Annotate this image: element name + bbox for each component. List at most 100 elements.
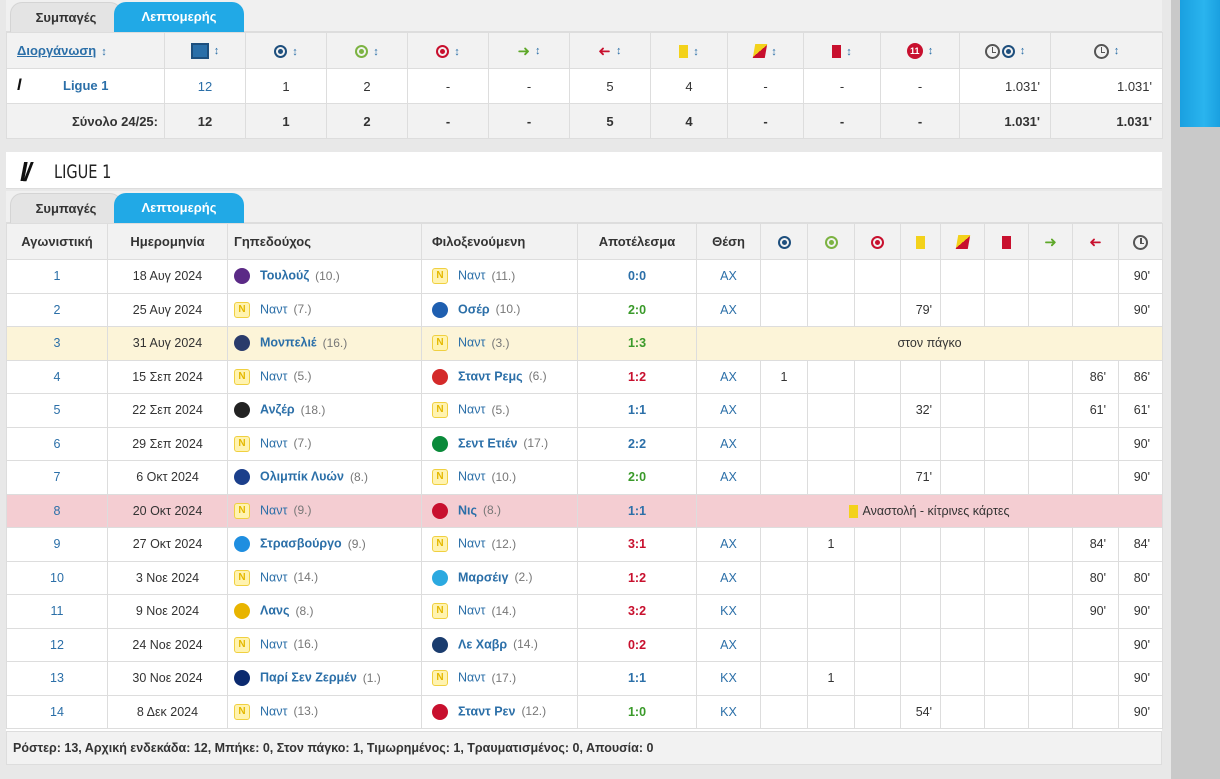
yellow-cards-header[interactable]: ↕ (650, 32, 728, 69)
competition-link[interactable]: Ligue 1 (63, 77, 109, 93)
appearances-value[interactable]: 12 (164, 68, 246, 104)
matchday-cell[interactable]: 4 (6, 359, 108, 394)
away-team-cell[interactable]: Οσέρ (10.) (421, 292, 578, 327)
match-result-link[interactable]: 1:3 (627, 336, 647, 351)
sort-icon[interactable]: ↕ (101, 46, 107, 58)
matchday-cell[interactable]: 7 (6, 460, 108, 495)
away-team-link[interactable]: Ναντ (458, 536, 486, 551)
away-team-link[interactable]: Ναντ (458, 603, 486, 618)
home-team-cell[interactable]: Στρασβούργο (9.) (227, 527, 422, 562)
home-team-cell[interactable]: Τουλούζ (10.) (227, 259, 422, 294)
home-team-cell[interactable]: N Ναντ (14.) (227, 560, 422, 595)
result-cell[interactable]: 2:0 (577, 460, 697, 495)
match-result-link[interactable]: 2:2 (627, 436, 647, 451)
red-cards-header[interactable]: ↕ (803, 32, 881, 69)
result-cell[interactable]: 2:2 (577, 426, 697, 461)
away-team-link[interactable]: Μαρσέιγ (458, 570, 509, 585)
match-result-link[interactable]: 1:1 (627, 403, 647, 418)
home-team-cell[interactable]: N Ναντ (7.) (227, 292, 422, 327)
match-result-link[interactable]: 0:2 (627, 637, 647, 652)
matchday-cell[interactable]: 11 (6, 594, 108, 629)
home-team-link[interactable]: Ανζέρ (260, 402, 295, 417)
home-team-link[interactable]: Ναντ (260, 436, 288, 451)
sort-icon[interactable]: ↕ (771, 45, 777, 58)
result-cell[interactable]: 3:1 (577, 527, 697, 562)
away-team-cell[interactable]: N Ναντ (14.) (421, 594, 578, 629)
result-cell[interactable]: 2:0 (577, 292, 697, 327)
matchday-cell[interactable]: 14 (6, 694, 108, 729)
home-team-cell[interactable]: Ολιμπίκ Λυών (8.) (227, 460, 422, 495)
away-team-link[interactable]: Σταντ Ρεν (458, 704, 516, 719)
match-result-link[interactable]: 3:2 (627, 604, 647, 619)
home-team-link[interactable]: Μονπελιέ (260, 335, 317, 350)
result-cell[interactable]: 0:0 (577, 259, 697, 294)
away-team-cell[interactable]: N Ναντ (11.) (421, 259, 578, 294)
away-team-link[interactable]: Νις (458, 503, 478, 518)
position-cell[interactable]: KX (696, 661, 761, 696)
match-result-link[interactable]: 1:2 (627, 369, 647, 384)
away-team-link[interactable]: Ναντ (458, 268, 486, 283)
sort-icon[interactable]: ↕ (693, 45, 699, 58)
home-team-cell[interactable]: N Ναντ (13.) (227, 694, 422, 729)
position-cell[interactable]: AX (696, 259, 761, 294)
home-team-link[interactable]: Ναντ (260, 503, 288, 518)
match-result-link[interactable]: 1:1 (627, 503, 647, 518)
away-team-cell[interactable]: N Ναντ (17.) (421, 661, 578, 696)
match-result-link[interactable]: 1:2 (627, 570, 647, 585)
sort-icon[interactable]: ↕ (373, 45, 379, 58)
result-cell[interactable]: 3:2 (577, 594, 697, 629)
result-cell[interactable]: 1:0 (577, 694, 697, 729)
position-cell[interactable]: AX (696, 460, 761, 495)
home-team-link[interactable]: Παρί Σεν Ζερμέν (260, 670, 357, 685)
matchday-cell[interactable]: 13 (6, 661, 108, 696)
home-team-cell[interactable]: Ανζέρ (18.) (227, 393, 422, 428)
away-team-link[interactable]: Σεντ Ετιέν (458, 436, 518, 451)
away-team-cell[interactable]: Σταντ Ρεν (12.) (421, 694, 578, 729)
position-cell[interactable]: KX (696, 594, 761, 629)
result-cell[interactable]: 0:2 (577, 627, 697, 662)
away-team-link[interactable]: Ναντ (458, 670, 486, 685)
match-result-link[interactable]: 1:0 (627, 704, 647, 719)
matchday-cell[interactable]: 12 (6, 627, 108, 662)
home-team-link[interactable]: Ναντ (260, 302, 288, 317)
home-team-cell[interactable]: N Ναντ (16.) (227, 627, 422, 662)
away-team-link[interactable]: Ναντ (458, 469, 486, 484)
tab-detailed[interactable]: Λεπτομερής (114, 2, 244, 32)
home-team-cell[interactable]: N Ναντ (7.) (227, 426, 422, 461)
sort-icon[interactable]: ↕ (846, 45, 852, 58)
sort-icon[interactable]: ↕ (616, 44, 622, 57)
tab-compact[interactable]: Συμπαγές (10, 193, 122, 223)
home-team-link[interactable]: Ολιμπίκ Λυών (260, 469, 344, 484)
subbed-on-header[interactable]: ➜ ↕ (488, 32, 570, 69)
away-team-link[interactable]: Σταντ Ρεμς (458, 369, 523, 384)
matchday-cell[interactable]: 10 (6, 560, 108, 595)
away-team-cell[interactable]: N Ναντ (10.) (421, 460, 578, 495)
match-result-link[interactable]: 2:0 (627, 470, 647, 485)
scrollbar-track[interactable] (1171, 0, 1220, 779)
sort-icon[interactable]: ↕ (927, 45, 934, 58)
home-team-cell[interactable]: Λανς (8.) (227, 594, 422, 629)
subbed-off-header[interactable]: ➜ ↕ (569, 32, 651, 69)
goals-header[interactable]: ↕ (245, 32, 327, 69)
away-team-cell[interactable]: N Ναντ (5.) (421, 393, 578, 428)
home-team-cell[interactable]: N Ναντ (5.) (227, 359, 422, 394)
home-team-link[interactable]: Ναντ (260, 637, 288, 652)
scrollbar-thumb[interactable] (1180, 0, 1220, 127)
away-team-link[interactable]: Οσέρ (458, 302, 490, 317)
position-cell[interactable]: AX (696, 527, 761, 562)
result-cell[interactable]: 1:2 (577, 560, 697, 595)
position-cell[interactable]: AX (696, 393, 761, 428)
home-team-cell[interactable]: N Ναντ (9.) (227, 493, 422, 528)
matchday-cell[interactable]: 8 (6, 493, 108, 528)
matchday-cell[interactable]: 5 (6, 393, 108, 428)
away-team-cell[interactable]: Νις (8.) (421, 493, 578, 528)
home-team-link[interactable]: Λανς (260, 603, 290, 618)
home-team-link[interactable]: Ναντ (260, 704, 288, 719)
competition-header[interactable]: Διοργάνωση ↕ (6, 32, 165, 69)
matchday-cell[interactable]: 1 (6, 259, 108, 294)
match-result-link[interactable]: 3:1 (627, 537, 647, 552)
away-team-link[interactable]: Ναντ (458, 335, 486, 350)
result-cell[interactable]: 1:1 (577, 661, 697, 696)
matchday-cell[interactable]: 9 (6, 527, 108, 562)
penalty-header[interactable]: 11 ↕ (880, 32, 960, 69)
